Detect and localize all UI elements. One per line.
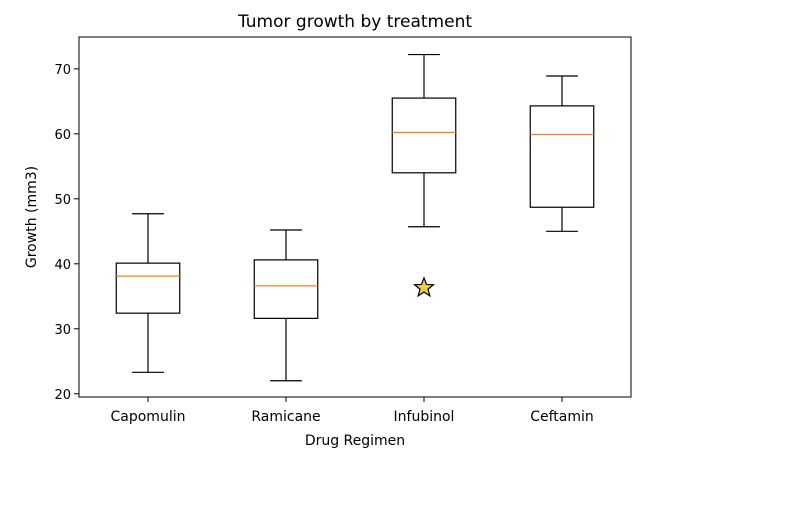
x-tick-label: Infubinol [394, 409, 455, 425]
x-tick-label: Ceftamin [530, 409, 594, 425]
box-iqr [115, 262, 181, 314]
y-tick-label: 70 [54, 63, 71, 78]
outlier-star-marker [412, 276, 436, 298]
x-axis-label: Drug Regimen [305, 433, 405, 449]
box-iqr [391, 97, 457, 174]
box-iqr [253, 259, 319, 319]
x-tick-label: Ramicane [251, 409, 320, 425]
axes-frame [78, 36, 632, 398]
y-tick-label: 30 [54, 323, 71, 338]
x-tick-label: Capomulin [111, 409, 186, 425]
plot-area: 20 30 40 50 60 70 Capomulin Ramicane Infubinol Ce… [54, 53, 595, 425]
y-tick-label: 60 [54, 128, 71, 143]
chart-title: Tumor growth by treatment [237, 12, 472, 32]
y-tick-label: 20 [54, 388, 71, 403]
y-tick-label: 40 [54, 258, 71, 273]
y-tick-label: 50 [54, 193, 71, 208]
box-iqr [529, 105, 595, 208]
y-axis-label: Growth (mm3) [24, 166, 40, 268]
